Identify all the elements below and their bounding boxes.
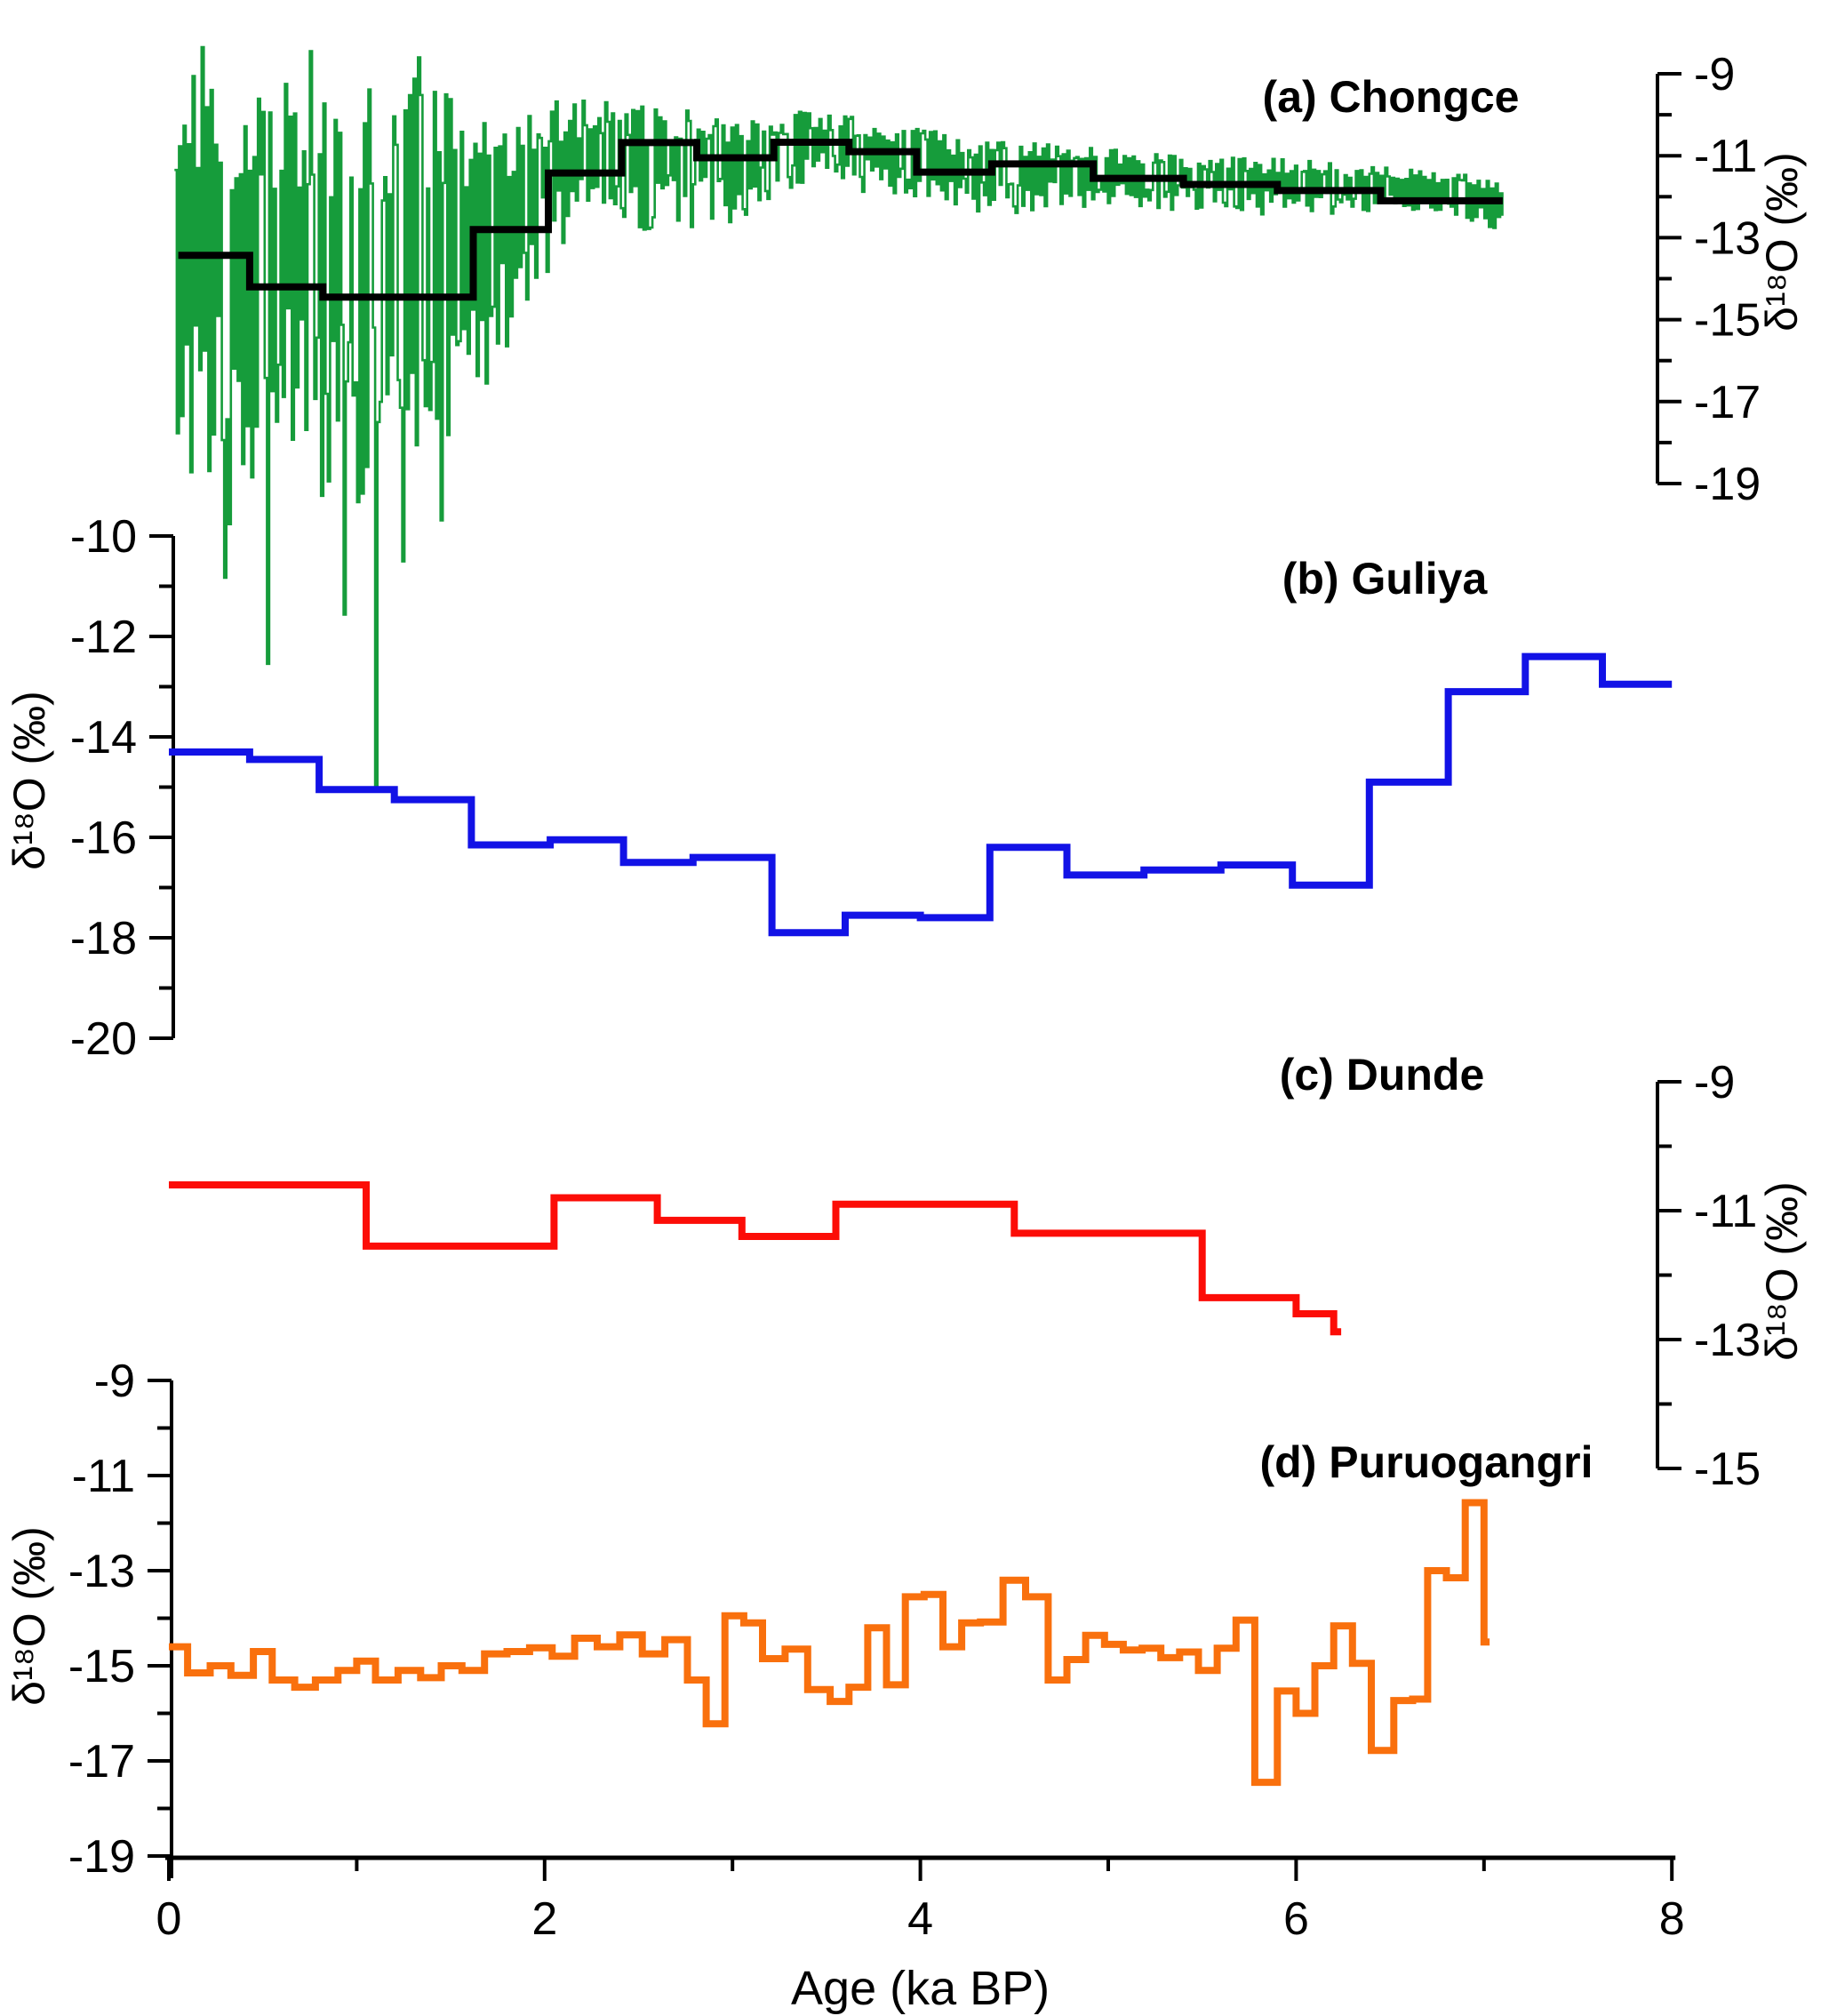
guliya-line <box>169 652 1673 937</box>
y-axis-label-c: δ¹⁸O (‰) <box>1757 1181 1807 1361</box>
panel-title-d: (d) Puruogangri <box>1260 1437 1593 1487</box>
y-axis-label-d: δ¹⁸O (‰) <box>4 1526 54 1706</box>
y-tick-label: -19 <box>68 1831 135 1883</box>
panel-d: -9 -11 -13 -15 -17 -19 (d) Puruogangri δ¹⁸O (‰) <box>4 1356 1593 1883</box>
y-tick-label: -19 <box>1694 459 1761 510</box>
x-axis-label: Age (ka BP) <box>791 1962 1050 2015</box>
panel-a: -9 -11 -13 -15 -17 -19 (a) Chongce δ¹⁸O (‰) <box>174 45 1807 788</box>
y-tick-label: -11 <box>1694 1186 1757 1237</box>
y-tick-label: -15 <box>68 1641 135 1692</box>
y-tick-label: -9 <box>94 1356 135 1407</box>
y-tick-label: -18 <box>70 913 137 964</box>
y-tick-label: -17 <box>1694 377 1761 428</box>
x-axis: 0 2 4 6 8 Age (ka BP) <box>156 1855 1685 2015</box>
y-tick-label: -11 <box>72 1451 135 1502</box>
y-tick-label: -13 <box>68 1546 135 1597</box>
y-axis-label-b: δ¹⁸O (‰) <box>4 691 54 870</box>
x-tick-label: 8 <box>1659 1893 1685 1945</box>
x-tick-label: 0 <box>156 1893 182 1945</box>
panel-title-c: (c) Dunde <box>1280 1050 1485 1100</box>
y-tick-label: -10 <box>70 511 137 563</box>
x-tick-label: 2 <box>531 1893 557 1945</box>
y-tick-label: -17 <box>68 1736 135 1788</box>
panel-title-a: (a) Chongce <box>1263 72 1520 122</box>
y-tick-label: -13 <box>1694 1315 1761 1366</box>
y-tick-label: -15 <box>1694 295 1761 347</box>
panel-title-b: (b) Guliya <box>1282 554 1489 604</box>
dunde-line <box>169 1181 1342 1336</box>
y-tick-label: -13 <box>1694 212 1761 264</box>
chongce-average-line <box>178 139 1503 301</box>
puruogangri-line <box>169 1499 1490 1787</box>
y-axis-label-a: δ¹⁸O (‰) <box>1757 152 1807 332</box>
y-tick-label: -16 <box>70 812 137 864</box>
chongce-annual-line <box>174 45 1504 788</box>
y-tick-label: -12 <box>70 612 137 663</box>
y-tick-label: -11 <box>1694 131 1757 182</box>
x-tick-label: 6 <box>1283 1893 1309 1945</box>
panel-b: -10 -12 -14 -16 -18 -20 (b) Guliya δ¹⁸O (‰) <box>4 511 1673 1065</box>
panel-c: -9 -11 -13 -15 (c) Dunde δ¹⁸O (‰) <box>169 1050 1807 1495</box>
y-tick-label: -14 <box>70 712 137 764</box>
y-tick-label: -20 <box>70 1013 137 1065</box>
x-tick-label: 4 <box>907 1893 933 1945</box>
y-tick-label: -15 <box>1694 1444 1761 1495</box>
y-tick-label: -9 <box>1694 1057 1735 1108</box>
y-tick-label: -9 <box>1694 49 1735 100</box>
